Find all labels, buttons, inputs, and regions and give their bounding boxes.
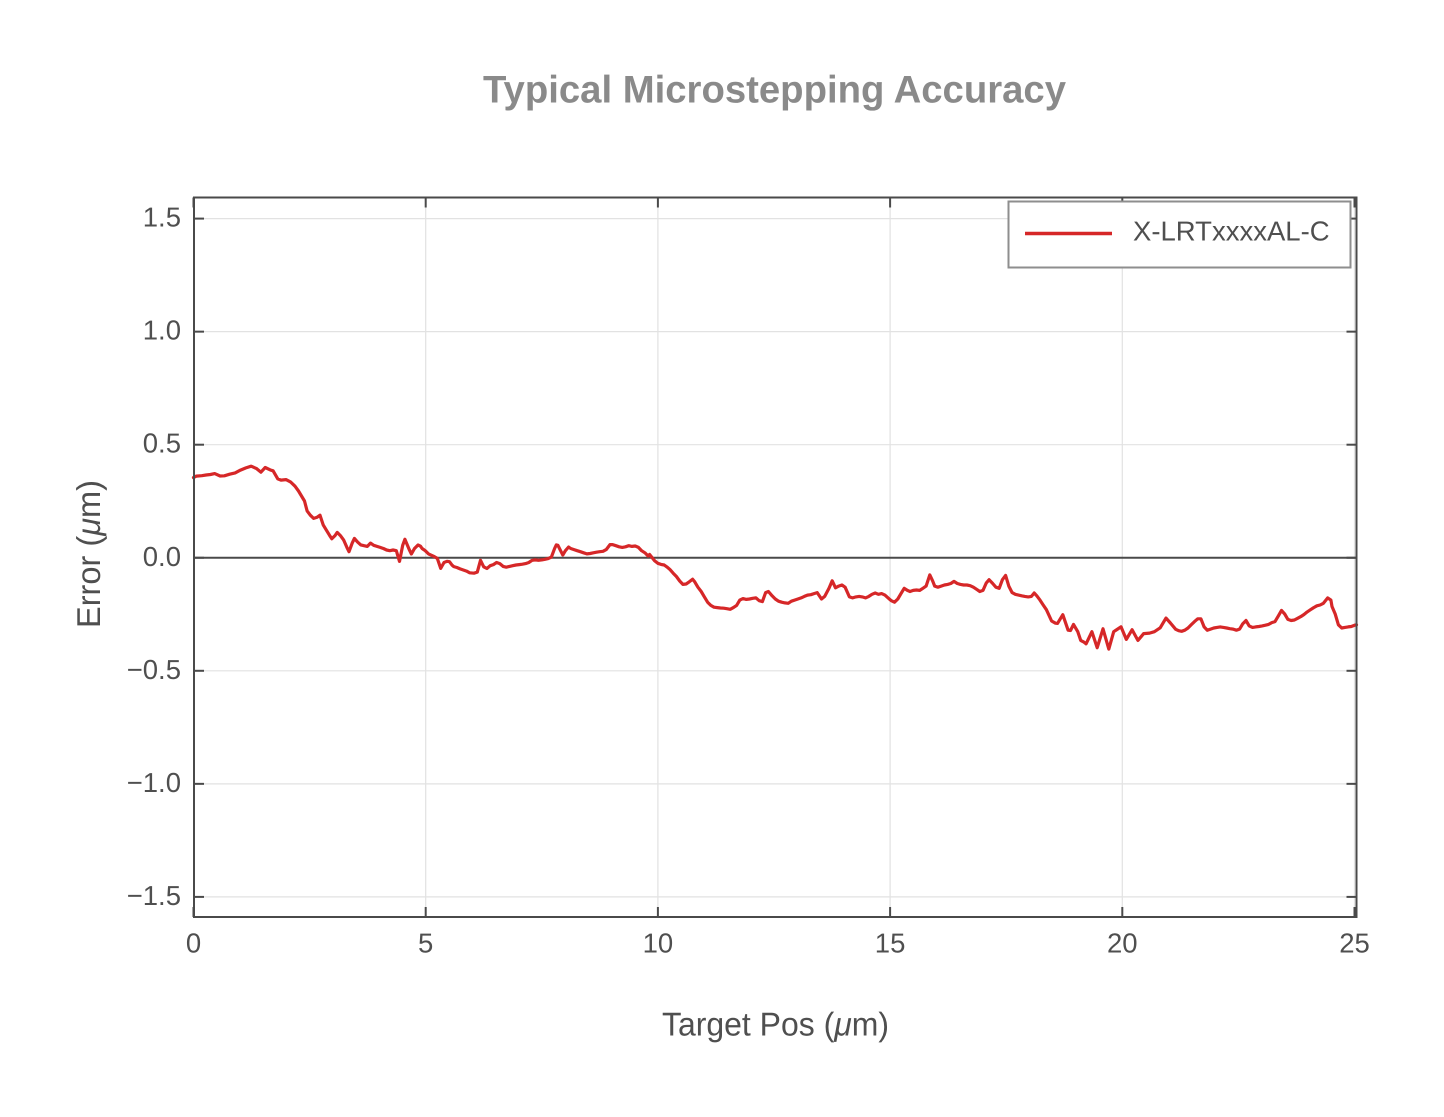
svg-text:0: 0 xyxy=(186,928,201,959)
svg-text:Error (μm): Error (μm) xyxy=(70,480,107,628)
svg-text:25: 25 xyxy=(1339,928,1370,959)
svg-text:15: 15 xyxy=(875,928,906,959)
svg-text:10: 10 xyxy=(643,928,674,959)
svg-text:Typical Microstepping Accuracy: Typical Microstepping Accuracy xyxy=(483,69,1067,112)
svg-text:Target Pos (μm): Target Pos (μm) xyxy=(662,1006,889,1043)
svg-text:0.0: 0.0 xyxy=(143,541,181,572)
svg-text:X-LRTxxxxAL-C: X-LRTxxxxAL-C xyxy=(1133,216,1330,247)
svg-text:0.5: 0.5 xyxy=(143,428,181,459)
svg-text:−1.5: −1.5 xyxy=(127,880,181,911)
svg-text:1.0: 1.0 xyxy=(143,315,181,346)
svg-text:5: 5 xyxy=(418,928,433,959)
svg-text:1.5: 1.5 xyxy=(143,202,181,233)
svg-text:−0.5: −0.5 xyxy=(127,654,181,685)
svg-text:−1.0: −1.0 xyxy=(127,767,181,798)
svg-text:20: 20 xyxy=(1107,928,1138,959)
